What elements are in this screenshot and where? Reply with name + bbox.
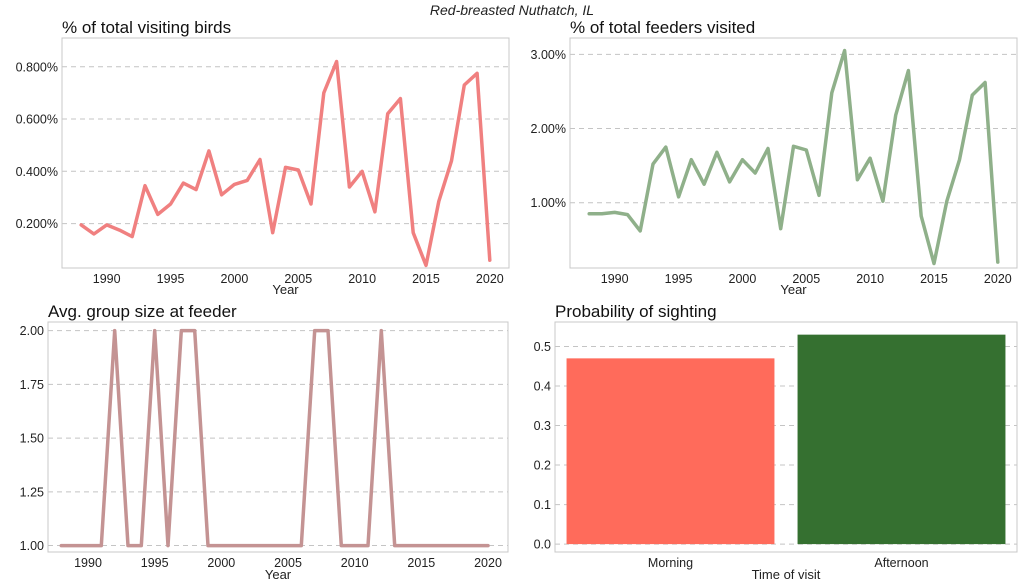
x-tick-label: Afternoon <box>874 556 928 570</box>
series-line <box>79 59 492 268</box>
y-tick-label: 0.2 <box>534 459 551 473</box>
chart-panel-3: Avg. group size at feeder 1.00 1.25 1.50 1.7… <box>20 302 509 582</box>
x-tick-label: 2015 <box>412 272 440 286</box>
y-tick-label: 3.00% <box>531 48 566 62</box>
x-tick-label: 2005 <box>284 272 312 286</box>
bar-afternoon <box>797 334 1006 545</box>
x-tick-label: 1995 <box>157 272 185 286</box>
y-tick-label: 2.00 <box>20 324 44 338</box>
x-tick-label: 2000 <box>221 272 249 286</box>
chart-title: Probability of sighting <box>555 302 717 321</box>
x-axis-label: Year <box>272 282 299 297</box>
y-tick-label: 1.75 <box>20 378 44 392</box>
bar-morning <box>566 358 775 545</box>
y-tick-label: 1.25 <box>20 485 44 499</box>
x-tick-label: 1995 <box>665 272 693 286</box>
y-tick-label: 0.1 <box>534 498 551 512</box>
y-tick-label: 0.800% <box>16 60 58 74</box>
x-axis-label: Year <box>265 567 292 582</box>
y-tick-label: 0.5 <box>534 340 551 354</box>
x-tick-label: 2005 <box>792 272 820 286</box>
y-tick-label: 1.50 <box>20 432 44 446</box>
x-tick-label: 2015 <box>920 272 948 286</box>
chart-title: Avg. group size at feeder <box>48 302 237 321</box>
x-tick-label: 1990 <box>601 272 629 286</box>
plot-frame <box>61 37 510 269</box>
plot-frame <box>569 37 1018 269</box>
y-tick-label: 0.400% <box>16 165 58 179</box>
x-axis-label: Year <box>780 282 807 297</box>
x-tick-label: 2015 <box>407 556 435 570</box>
x-tick-label: 2010 <box>341 556 369 570</box>
x-tick-label: 2000 <box>729 272 757 286</box>
chart-title: % of total visiting birds <box>62 18 231 37</box>
x-tick-label: 2020 <box>476 272 504 286</box>
series-line <box>59 328 490 548</box>
plot-frame <box>554 321 1018 553</box>
y-tick-label: 2.00% <box>531 122 566 136</box>
x-tick-label: 2010 <box>856 272 884 286</box>
x-tick-label: 2020 <box>984 272 1012 286</box>
x-tick-label: 2010 <box>348 272 376 286</box>
x-tick-label: 2000 <box>207 556 235 570</box>
plot-frame <box>47 321 509 553</box>
x-axis-label: Time of visit <box>752 567 821 582</box>
x-tick-label: Morning <box>648 556 693 570</box>
chart-panel-1: % of total visiting birds 0.200% 0.400% 0.6… <box>16 18 510 297</box>
y-tick-label: 1.00 <box>20 539 44 553</box>
x-tick-label: 2005 <box>274 556 302 570</box>
chart-panel-2: % of total feeders visited 1.00% 2.00% 3.00… <box>531 18 1018 297</box>
figure-suptitle: Red-breasted Nuthatch, IL <box>430 2 594 18</box>
y-tick-label: 0.3 <box>534 419 551 433</box>
y-tick-label: 0.600% <box>16 113 58 127</box>
chart-panel-4: Probability of sighting 0.0 0.1 0.2 0.3 0.4 0.… <box>534 302 1018 582</box>
x-tick-label: 2020 <box>474 556 502 570</box>
chart-title: % of total feeders visited <box>570 18 755 37</box>
x-tick-label: 1990 <box>93 272 121 286</box>
y-tick-label: 0.200% <box>16 217 58 231</box>
series-line <box>587 48 1000 266</box>
y-tick-label: 0.4 <box>534 380 551 394</box>
y-tick-label: 0.0 <box>534 538 551 552</box>
y-tick-label: 1.00% <box>531 196 566 210</box>
x-tick-label: 1995 <box>141 556 169 570</box>
x-tick-label: 1990 <box>74 556 102 570</box>
